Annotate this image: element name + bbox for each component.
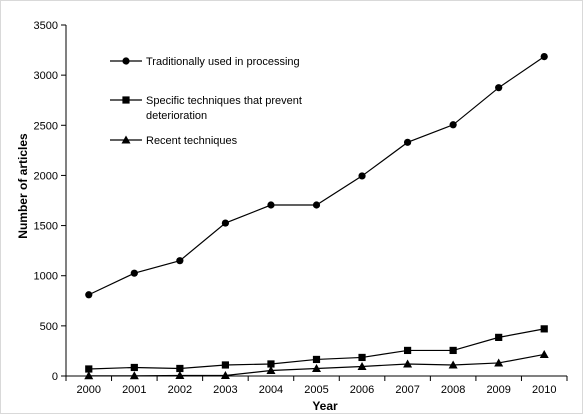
- data-point: [221, 219, 230, 227]
- legend-label: Traditionally used in processing: [146, 56, 300, 68]
- x-tick-label: 2002: [168, 384, 192, 396]
- y-tick-label: 2500: [34, 120, 58, 132]
- data-point: [221, 361, 230, 369]
- x-tick-label: 2009: [486, 384, 510, 396]
- legend: Traditionally used in processing Specific…: [110, 56, 302, 147]
- data-point: [312, 363, 321, 372]
- data-point: [312, 355, 321, 364]
- data-point: [130, 269, 138, 277]
- data-point: [358, 353, 366, 362]
- x-tick-label: 2007: [395, 384, 419, 396]
- legend-entry-3: Recent techniques: [110, 135, 238, 147]
- data-point: [448, 360, 458, 369]
- data-point: [449, 346, 457, 355]
- data-point: [358, 172, 366, 180]
- data-point: [495, 333, 503, 341]
- data-point: [85, 365, 93, 373]
- data-point: [267, 360, 275, 368]
- x-tick-label: 2006: [350, 384, 374, 396]
- y-tick-label: 3000: [34, 70, 58, 82]
- y-tick-label: 3500: [34, 20, 58, 32]
- data-point: [403, 138, 412, 146]
- series-2: [85, 325, 548, 373]
- data-point: [266, 365, 276, 374]
- x-tick-label: 2008: [441, 384, 465, 396]
- legend-marker: [121, 135, 131, 144]
- legend-entry-2: Specific techniques that prevent deterior…: [110, 95, 302, 122]
- data-point: [267, 201, 275, 209]
- data-point: [403, 359, 413, 368]
- data-point: [449, 121, 457, 129]
- data-point: [176, 257, 184, 265]
- y-axis-title: Number of articles: [16, 133, 30, 239]
- data-point: [403, 346, 412, 355]
- data-point: [357, 361, 367, 370]
- series-3: [84, 349, 549, 380]
- x-tick-label: 2000: [77, 384, 101, 396]
- legend-label: Recent techniques: [146, 135, 238, 147]
- y-tick-label: 0: [52, 371, 58, 383]
- x-tick-label: 2005: [304, 384, 328, 396]
- series-layer: [84, 52, 549, 380]
- y-tick-label: 500: [40, 321, 58, 333]
- data-point: [539, 349, 549, 358]
- y-tick-label: 2000: [34, 170, 58, 182]
- data-point: [176, 364, 184, 373]
- data-point: [312, 201, 321, 209]
- x-tick-label: 2003: [213, 384, 237, 396]
- legend-label: deterioration: [146, 110, 207, 122]
- x-tick-label: 2010: [532, 384, 556, 396]
- legend-marker: [122, 57, 130, 65]
- data-point: [175, 370, 185, 379]
- data-point: [494, 358, 504, 367]
- data-point: [540, 325, 548, 333]
- x-tick-label: 2001: [122, 384, 146, 396]
- legend-marker: [122, 96, 130, 104]
- series-1: [85, 52, 548, 299]
- data-point: [129, 371, 139, 380]
- data-point: [84, 371, 94, 380]
- x-tick-label: 2004: [259, 384, 283, 396]
- y-tick-label: 1000: [34, 271, 58, 283]
- legend-label: Specific techniques that prevent: [146, 95, 302, 107]
- data-point: [85, 291, 93, 299]
- y-tick-label: 1500: [34, 221, 58, 233]
- legend-entry-1: Traditionally used in processing: [110, 56, 300, 68]
- x-axis-title: Year: [312, 399, 338, 413]
- data-point: [220, 370, 230, 379]
- data-point: [540, 52, 548, 61]
- data-point: [495, 84, 503, 92]
- data-point: [130, 363, 138, 372]
